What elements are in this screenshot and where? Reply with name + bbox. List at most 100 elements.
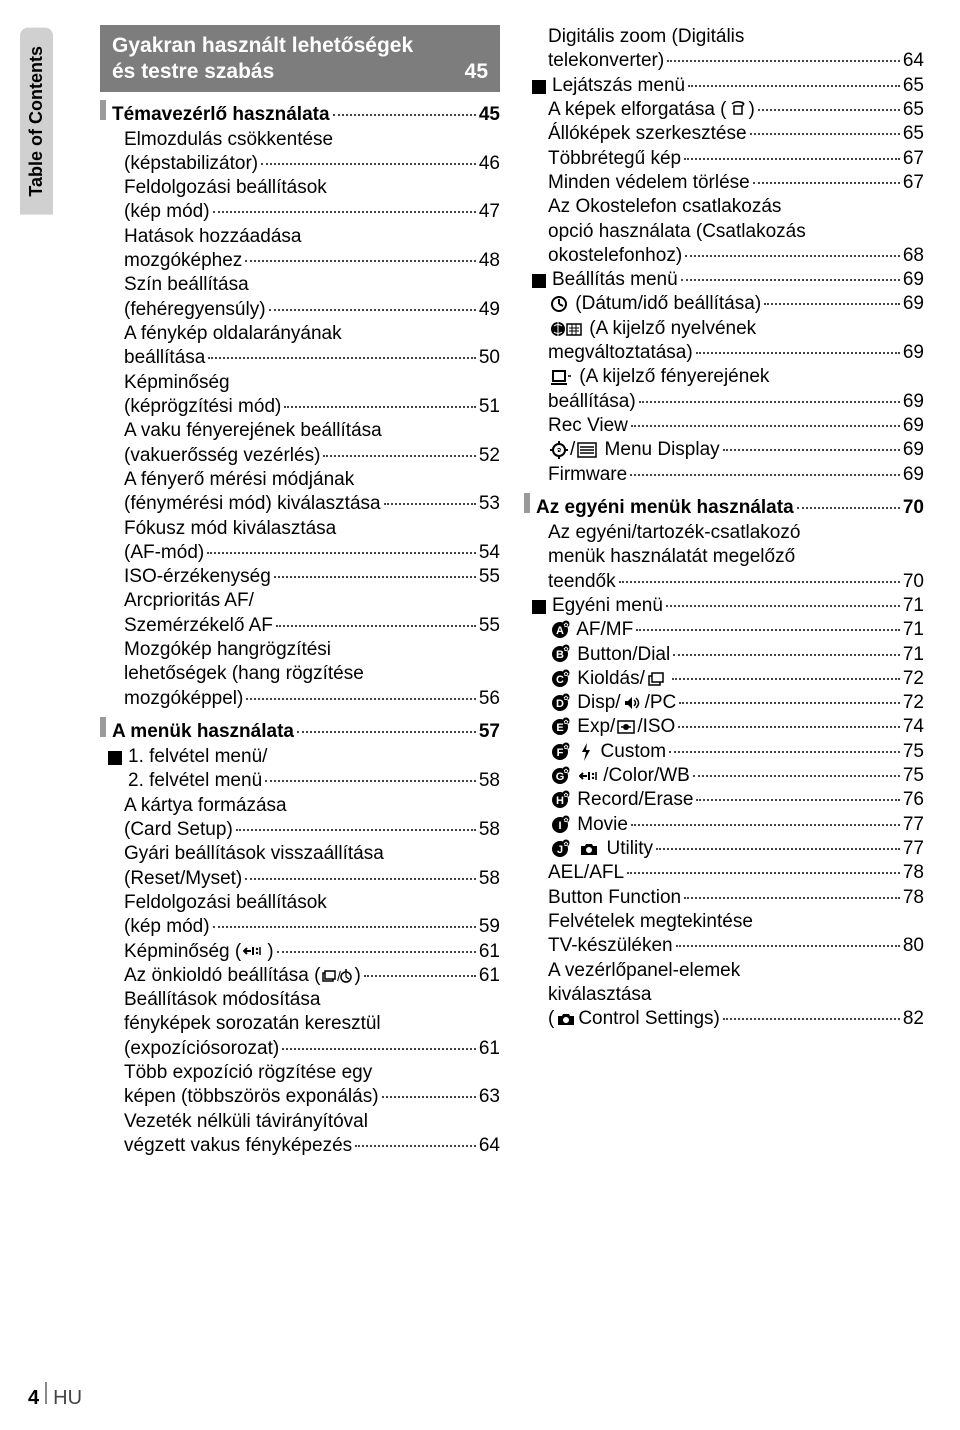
leader-dots — [639, 401, 900, 403]
entry-line: A fénykép oldalarányának — [124, 322, 500, 346]
svg-text:D: D — [556, 698, 564, 710]
entry-last-label: végzett vakus fényképezés — [124, 1134, 352, 1158]
page-ref: 65 — [903, 98, 924, 122]
toc-entry: Feldolgozási beállítások(kép mód)59 — [100, 891, 500, 940]
toc-entry: (A kijelző fényerejénekbeállítása)69 — [524, 365, 924, 414]
leader-dots — [681, 279, 900, 281]
toc-entry: Többrétegű kép 67 — [524, 147, 924, 171]
entry-text: ✿I Movie77 — [548, 813, 924, 837]
toc-entry: Firmware 69 — [524, 463, 924, 487]
burst-icon — [647, 671, 667, 687]
svg-text:I: I — [558, 820, 561, 832]
svg-text:G: G — [556, 771, 565, 783]
leader-dots — [696, 799, 899, 801]
entry-last-row: Lejátszás menü65 — [552, 74, 924, 98]
entry-line: Feldolgozási beállítások — [124, 176, 500, 200]
entry-last-row: mozgóképhez48 — [124, 249, 500, 273]
leader-dots — [631, 824, 900, 826]
entry-last-row: Képminőség ()61 — [124, 940, 500, 964]
leader-dots — [619, 581, 900, 583]
entry-last-row: Többrétegű kép 67 — [548, 147, 924, 171]
entry-last-row: Az önkioldó beállítása (/)61 — [124, 964, 500, 988]
leader-dots — [684, 158, 900, 160]
leader-dots — [269, 309, 476, 311]
toc-entry: Képminőség ()61 — [100, 940, 500, 964]
page-ref: 58 — [479, 769, 500, 793]
entry-line: A fényerő mérési módjának — [124, 468, 500, 492]
toc-entry: Az egyéni/tartozék-csatlakozómenük haszn… — [524, 521, 924, 594]
gear-h: ✿H — [550, 790, 570, 810]
page-ref: 69 — [903, 438, 924, 462]
page-ref: 70 — [903, 570, 924, 594]
entry-text: ✿D Disp//PC72 — [548, 691, 924, 715]
entry-last-label: (fénymérési mód) kiválasztása — [124, 492, 381, 516]
toc-entry: Feldolgozási beállítások(kép mód)47 — [100, 176, 500, 225]
entry-last-label: AEL/AFL — [548, 861, 624, 885]
entry-text: A kártya formázása(Card Setup)58 — [124, 794, 500, 843]
leader-dots — [723, 1018, 900, 1020]
page-ref: 50 — [479, 346, 500, 370]
subsection-header: A menük használata57 — [100, 715, 500, 743]
entry-last-label: (képstabilizátor) — [124, 152, 258, 176]
entry-line: kiválasztása — [548, 983, 924, 1007]
leader-dots — [764, 303, 900, 305]
entry-last-row: Firmware 69 — [548, 463, 924, 487]
page-ref: 69 — [903, 463, 924, 487]
subsection-title: A menük használata57 — [112, 721, 500, 743]
leader-dots — [693, 775, 900, 777]
entry-last-row: (fehéregyensúly)49 — [124, 298, 500, 322]
leader-dots — [364, 975, 476, 977]
entry-line: (A kijelző fényerejének — [548, 365, 924, 389]
entry-line: Az Okostelefon csatlakozás — [548, 195, 924, 219]
entry-last-row: (vakuerősség vezérlés)52 — [124, 444, 500, 468]
entry-last-label: mozgóképpel) — [124, 687, 243, 711]
leader-dots — [323, 455, 475, 457]
leader-dots — [696, 352, 900, 354]
page-ref: 45 — [479, 104, 500, 126]
toc-entry: Rec View69 — [524, 414, 924, 438]
entry-last-label: (vakuerősség vezérlés) — [124, 444, 320, 468]
entry-last-row: ✿C Kioldás/72 — [548, 667, 924, 691]
page-ref: 72 — [903, 691, 924, 715]
entry-last-label: Firmware — [548, 463, 627, 487]
entry-line: Feldolgozási beállítások — [124, 891, 500, 915]
page-ref: 71 — [903, 643, 924, 667]
leader-dots — [265, 780, 476, 782]
gear-g: ✿G — [550, 766, 570, 786]
toc-entry: A fénykép oldalarányánakbeállítása50 — [100, 322, 500, 371]
square-bullet-icon — [108, 751, 122, 765]
toc-entry: A vaku fényerejének beállítása(vakuerőss… — [100, 419, 500, 468]
entry-text: ✿J Utility77 — [548, 837, 924, 861]
entry-last-label: Többrétegű kép — [548, 147, 681, 171]
gear-c: ✿C — [550, 669, 570, 689]
gear-a: ✿A — [550, 620, 570, 640]
entry-text: A vezérlőpanel-elemekkiválasztása(Contro… — [548, 959, 924, 1032]
entry-last-label: A képek elforgatása () — [548, 98, 755, 122]
leader-dots — [673, 654, 900, 656]
entry-last-label: ✿G /Color/WB — [548, 764, 690, 788]
entry-last-label: ✿J Utility — [548, 837, 653, 861]
svg-text:J: J — [557, 844, 563, 856]
svg-text:F: F — [557, 747, 564, 759]
page-ref: 64 — [479, 1134, 500, 1158]
svg-text:✿: ✿ — [563, 646, 568, 653]
toc-entry: A képek elforgatása () 65 — [524, 98, 924, 122]
entry-line: A kártya formázása — [124, 794, 500, 818]
entry-last-row: Beállítás menü69 — [552, 268, 924, 292]
toc-entry: ✿B Button/Dial71 — [524, 643, 924, 667]
entry-line: A vezérlőpanel-elemek — [548, 959, 924, 983]
entry-last-label: Egyéni menü — [552, 594, 663, 618]
entry-text: A képek elforgatása () 65 — [548, 98, 924, 122]
entry-text: Minden védelem törlése67 — [548, 171, 924, 195]
entry-last-row: AEL/AFL78 — [548, 861, 924, 885]
leader-dots — [297, 731, 476, 733]
entry-last-row: (képstabilizátor)46 — [124, 152, 500, 176]
entry-last-label: teendők — [548, 570, 616, 594]
entry-last-label: ✿H Record/Erase — [548, 788, 693, 812]
page-ref: 78 — [903, 886, 924, 910]
toc-entry: ✿F Custom75 — [524, 740, 924, 764]
page-ref: 67 — [903, 147, 924, 171]
rotate-icon — [729, 101, 747, 119]
entry-last-row: telekonverter)64 — [548, 49, 924, 73]
page-ref: 75 — [903, 764, 924, 788]
